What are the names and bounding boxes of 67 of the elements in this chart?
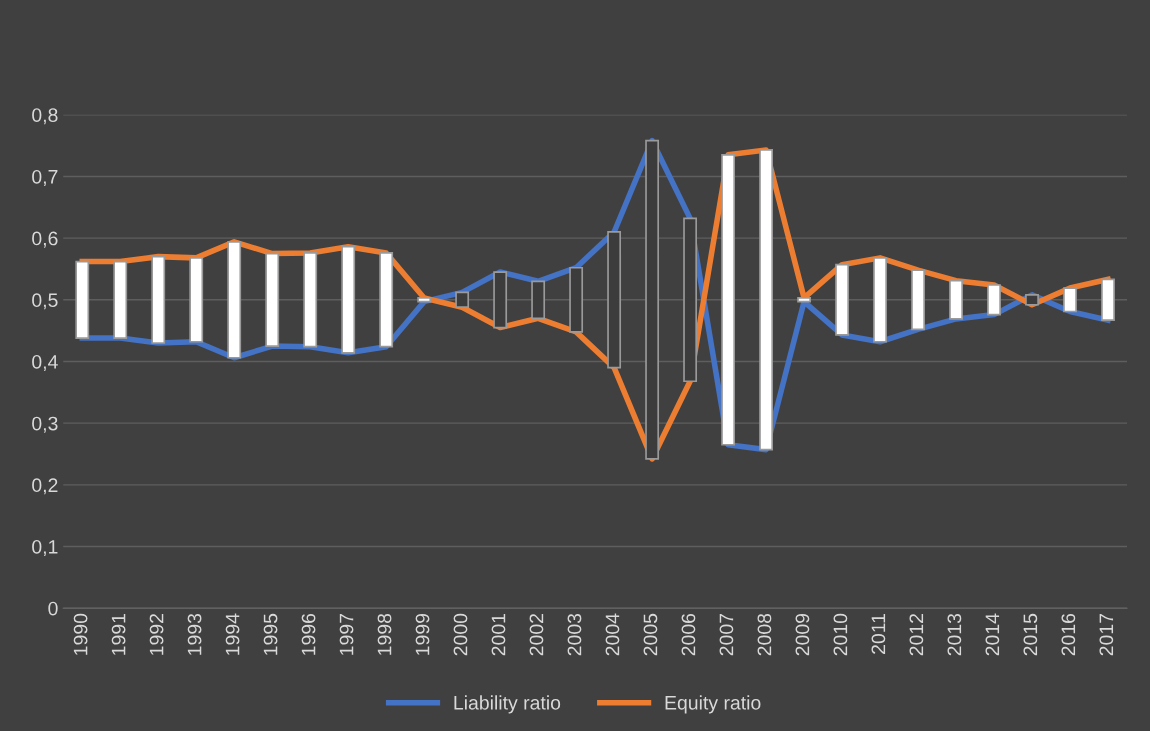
x-tick-label: 1993 <box>187 613 202 655</box>
bar <box>75 260 90 339</box>
x-tick-label: 2016 <box>1061 613 1076 656</box>
x-tick-label: 1991 <box>111 614 126 655</box>
x-tick-label: 2003 <box>567 613 582 656</box>
y-tick-label: 0,5 <box>32 293 58 310</box>
bar <box>645 139 660 460</box>
bar <box>379 252 394 348</box>
bar <box>455 291 470 309</box>
bar <box>151 255 166 344</box>
bar <box>607 231 622 369</box>
x-tick-label: 2008 <box>757 613 772 656</box>
bar <box>227 240 242 359</box>
x-tick-label: 2014 <box>985 613 1000 656</box>
bar <box>987 284 1001 316</box>
y-tick-label: 0,2 <box>32 478 58 495</box>
bar <box>949 279 963 320</box>
bar <box>341 245 356 354</box>
bar <box>1025 294 1039 306</box>
bar <box>531 280 546 320</box>
bar <box>911 269 925 331</box>
x-tick-label: 2004 <box>605 613 620 656</box>
x-tick-label: 1990 <box>73 613 88 655</box>
x-tick-label: 1996 <box>301 613 316 655</box>
x-tick-label: 2006 <box>681 613 696 656</box>
bar <box>873 257 887 343</box>
x-tick-label: 1999 <box>415 613 430 655</box>
x-tick-label: 2010 <box>833 613 848 656</box>
bar <box>113 260 128 339</box>
bar <box>1101 278 1115 321</box>
x-tick-label: 2000 <box>453 613 468 656</box>
x-tick-label: 2011 <box>871 614 886 654</box>
y-tick-label: 0,4 <box>32 354 58 372</box>
x-tick-label: 2002 <box>529 614 544 656</box>
bar <box>569 266 584 333</box>
legend-label: Liability ratio <box>454 695 561 714</box>
x-tick-label: 2001 <box>491 614 506 656</box>
bar <box>721 154 736 446</box>
x-tick-label: 2013 <box>947 613 962 656</box>
x-tick-label: 2012 <box>909 614 924 656</box>
x-tick-label: 1998 <box>377 613 392 655</box>
y-tick-label: 0,3 <box>32 416 58 433</box>
bar <box>189 257 204 343</box>
x-tick-label: 1992 <box>149 614 164 655</box>
bar <box>265 252 280 347</box>
y-tick-label: 0,6 <box>32 231 58 248</box>
x-tick-label: 2017 <box>1099 614 1114 656</box>
bar <box>493 271 508 329</box>
bar <box>1063 287 1077 313</box>
bar <box>683 217 698 383</box>
legend-label: Equity ratio <box>665 695 761 714</box>
x-tick-label: 2007 <box>719 614 734 656</box>
x-tick-label: 2009 <box>795 613 810 656</box>
bar <box>303 252 318 348</box>
x-tick-label: 1997 <box>339 614 354 655</box>
y-tick-label: 0 <box>48 601 58 616</box>
y-tick-label: 0,7 <box>32 169 58 186</box>
y-tick-label: 0,8 <box>32 108 58 125</box>
x-tick-label: 1994 <box>225 613 240 655</box>
y-tick-label: 0,1 <box>32 539 58 557</box>
x-tick-label: 2005 <box>643 613 658 656</box>
bar <box>417 297 432 303</box>
x-tick-label: 2015 <box>1023 613 1038 656</box>
x-tick-label: 1995 <box>263 613 278 655</box>
bar <box>797 297 811 303</box>
bar <box>835 263 849 336</box>
bar <box>759 149 773 451</box>
